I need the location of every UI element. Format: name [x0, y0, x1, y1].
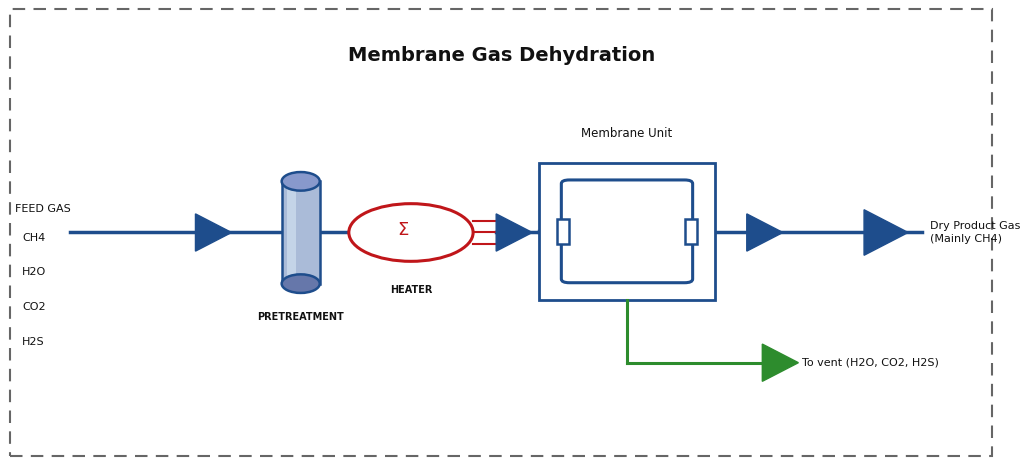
FancyBboxPatch shape	[561, 180, 692, 283]
Text: Σ: Σ	[397, 221, 409, 239]
Text: HEATER: HEATER	[390, 285, 433, 295]
Text: CO2: CO2	[22, 302, 46, 312]
Text: PRETREATMENT: PRETREATMENT	[258, 312, 344, 322]
Bar	[288, 181, 296, 284]
Ellipse shape	[282, 172, 320, 191]
Bar	[557, 219, 569, 244]
Polygon shape	[196, 214, 232, 251]
Polygon shape	[864, 210, 908, 255]
Text: To vent (H2O, CO2, H2S): To vent (H2O, CO2, H2S)	[802, 358, 940, 368]
Ellipse shape	[282, 274, 320, 293]
Polygon shape	[763, 344, 798, 381]
Text: CH4: CH4	[22, 232, 46, 243]
Bar	[539, 163, 715, 300]
Polygon shape	[747, 214, 782, 251]
Text: H2S: H2S	[22, 337, 45, 347]
Polygon shape	[496, 214, 532, 251]
Text: Membrane Unit: Membrane Unit	[582, 126, 673, 140]
Text: Membrane Gas Dehydration: Membrane Gas Dehydration	[348, 46, 655, 65]
Text: FEED GAS: FEED GAS	[16, 204, 70, 214]
Bar	[684, 219, 697, 244]
Circle shape	[349, 204, 473, 261]
Text: Dry Product Gas
(Mainly CH4): Dry Product Gas (Mainly CH4)	[930, 221, 1021, 244]
Text: H2O: H2O	[22, 267, 47, 278]
Bar	[282, 181, 320, 284]
